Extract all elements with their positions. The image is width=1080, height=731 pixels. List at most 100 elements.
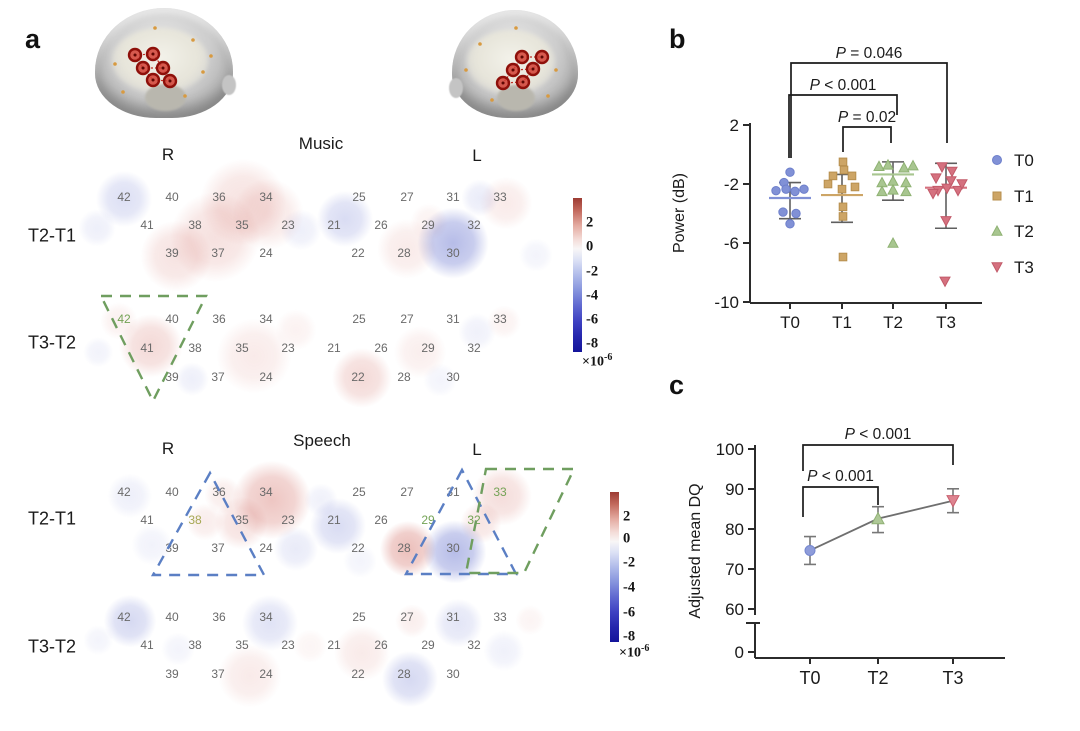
channel-number: 35 [235,638,249,652]
channel-number: 33 [493,312,507,326]
x-tick-label: T3 [936,313,956,332]
y-tick-label: 0 [735,643,744,662]
channel-number: 24 [259,246,273,260]
channel-number: 39 [165,541,179,555]
y-tick-label: -6 [724,234,739,253]
heatmap-blob [218,164,318,264]
data-point [991,262,1003,274]
heatmap-blob [202,304,306,408]
heatmap-blob [469,166,543,240]
channel-number: 38 [188,638,202,652]
electrode-center-dot [531,67,535,71]
panel-a-label: a [25,24,41,54]
channel-number: 30 [446,667,460,681]
channel-number: 32 [467,218,481,232]
channel-number: 41 [140,341,154,355]
channel-number: 31 [446,485,460,499]
channel-number: 34 [259,610,273,624]
trend-line [809,499,954,552]
heatmap-blob [383,315,457,389]
heatmap-blob [205,631,295,721]
channel-number: 29 [421,513,435,527]
channel-number: 36 [212,190,226,204]
optode-dot-icon [464,68,468,72]
legend-label: T3 [1014,258,1034,277]
data-point [898,161,910,173]
colorbar-scale-label: ×10-6 [619,643,650,661]
channel-number: 30 [446,541,460,555]
data-point [838,157,848,167]
panel-b-label: b [669,24,686,54]
electrode-montage [464,26,558,102]
channel-number: 31 [446,190,460,204]
electrode-center-dot [161,66,165,70]
optode-dot-icon [201,70,205,74]
heatmap-blob [264,517,328,581]
heatmap-blob [509,599,551,641]
channel-number: 21 [327,513,341,527]
heatmap-blob [272,201,330,259]
significance-label: P = 0.02 [838,109,896,126]
channel-number: 25 [352,190,366,204]
heatmap-blob [297,476,345,524]
hemisphere-label-right: R [161,439,175,458]
legend-label: T1 [1014,187,1034,206]
heatmap-blob [267,301,325,359]
heatmap-blob [231,584,309,662]
channel-number: 33 [493,485,507,499]
channel-number: 42 [117,485,131,499]
data-point [847,171,857,181]
electrode-center-dot [133,53,137,57]
electrode-center-dot [540,55,544,59]
data-point [946,495,960,508]
channel-number: 32 [467,638,481,652]
power-chart: 2 -2 -6 -10 T0 T1 T2 T3 Power (dB) P = 0.046 P < 0… [671,45,1034,332]
channel-number: 30 [446,246,460,260]
channel-number: 23 [281,218,295,232]
colorbar-tick-label: -2 [586,263,599,280]
colorbar-tick-label: -8 [586,335,599,352]
data-point [838,212,848,221]
heatmap-blob [320,336,404,420]
data-point [941,183,953,195]
channel-number: 39 [165,370,179,384]
heatmap-blob [365,207,449,291]
channel-number: 31 [446,610,460,624]
channel-number: 36 [212,610,226,624]
channel-number: 38 [188,341,202,355]
significance-bracket [788,94,898,158]
channel-number: 24 [259,667,273,681]
cerebellum [144,84,187,112]
channel-number: 26 [374,513,388,527]
significance-bracket [790,62,948,158]
heatmap-blob [475,622,533,680]
electrode-center-dot [511,68,515,72]
channel-number: 22 [351,370,365,384]
channel-number: 28 [397,370,411,384]
data-point [838,202,848,212]
heatmap-blob [286,622,334,670]
heatmap-blob [299,487,377,565]
data-point [939,276,951,288]
heatmap-blob [154,625,202,673]
significance-label: P < 0.001 [810,77,877,94]
data-point [927,188,939,200]
channel-number: 34 [259,485,273,499]
y-axis-title: Adjusted mean DQ [687,483,704,618]
electrode-center-dot [520,55,524,59]
electrode-montage [113,26,213,98]
hemisphere-label-left: L [472,146,482,165]
ear-bump [222,75,236,96]
heatmap-blob [77,619,119,661]
data-point [930,173,942,185]
channel-number: 28 [397,667,411,681]
data-point [907,159,919,171]
channel-number: 37 [211,370,225,384]
channel-number: 42 [117,610,131,624]
channel-number: 37 [211,667,225,681]
row-label: T2-T1 [27,225,77,246]
optode-dot-icon [478,42,482,46]
heatmap-blob [454,172,506,224]
channel-number: 34 [259,312,273,326]
channel-number: 35 [235,513,249,527]
